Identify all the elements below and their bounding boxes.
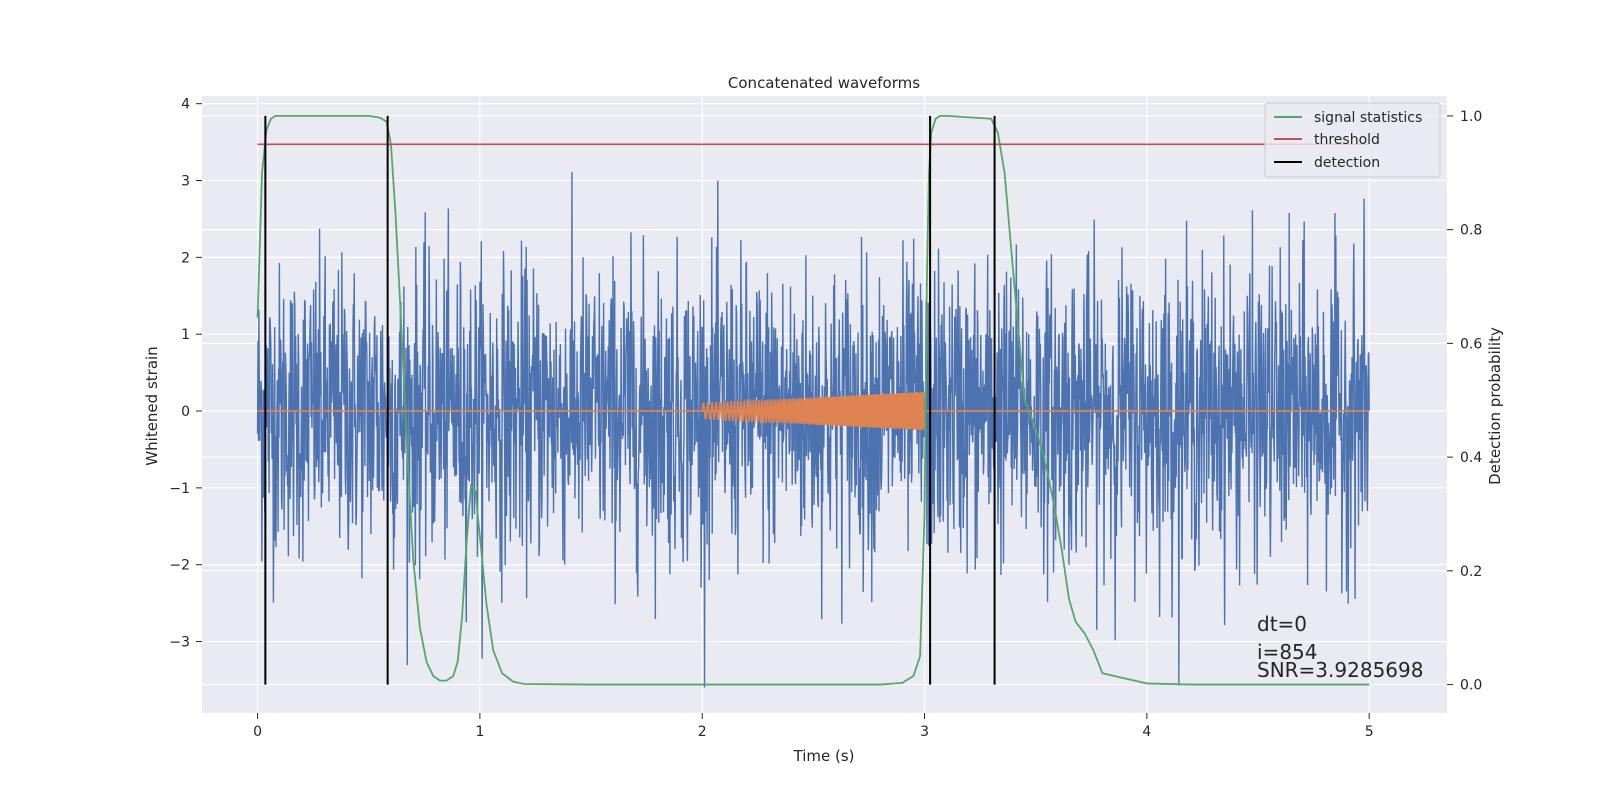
x-tick-label-4: 4 xyxy=(1142,724,1151,740)
y-tick-label-3: 0 xyxy=(181,404,190,420)
x-tick-label-0: 0 xyxy=(253,724,262,740)
chart-title: Concatenated waveforms xyxy=(728,74,920,92)
y-tick-label-5: 2 xyxy=(181,250,190,266)
legend-label-threshold: threshold xyxy=(1314,132,1380,148)
legend: signal statistics threshold detection xyxy=(1264,102,1441,178)
annotations: dt=0 i=854 SNR=3.9285698 xyxy=(1257,612,1423,682)
x-axis-ticks: 0 1 2 3 4 5 xyxy=(253,713,1374,740)
y2-tick-label-5: 1.0 xyxy=(1460,109,1482,125)
y2-axis-ticks: 0.0 0.2 0.4 0.6 0.8 1.0 xyxy=(1447,109,1482,694)
annotation-index: i=854 xyxy=(1257,640,1318,664)
y-tick-label-1: −2 xyxy=(169,558,190,574)
annotation-dt: dt=0 xyxy=(1257,612,1307,636)
waveform-chirp-line xyxy=(701,391,926,431)
y2-tick-label-4: 0.8 xyxy=(1460,223,1482,239)
y2-tick-label-2: 0.4 xyxy=(1460,450,1482,466)
annotation-snr: SNR=3.9285698 xyxy=(1257,658,1423,682)
detection-series xyxy=(264,115,996,685)
x-tick-label-2: 2 xyxy=(698,724,707,740)
y-tick-label-6: 3 xyxy=(181,174,190,190)
y2-tick-label-0: 0.0 xyxy=(1460,678,1482,694)
y-tick-label-4: 1 xyxy=(181,327,190,343)
x-tick-label-3: 3 xyxy=(920,724,929,740)
y-tick-label-2: −1 xyxy=(169,481,190,497)
y-axis-label: Whitened strain xyxy=(143,346,161,465)
x-tick-label-5: 5 xyxy=(1365,724,1374,740)
y-tick-label-7: 4 xyxy=(181,97,190,113)
y-tick-label-0: −3 xyxy=(169,635,190,651)
y2-axis-label: Detection probability xyxy=(1486,327,1504,485)
waveform-series xyxy=(257,391,1370,431)
strain-line xyxy=(256,171,1370,688)
strain-series xyxy=(256,171,1370,688)
y2-tick-label-3: 0.6 xyxy=(1460,336,1482,352)
legend-label-detection: detection xyxy=(1314,155,1380,171)
legend-label-signal-statistics: signal statistics xyxy=(1314,110,1422,126)
legend-box xyxy=(1264,102,1441,178)
x-tick-label-1: 1 xyxy=(475,724,484,740)
y-axis-ticks: −3 −2 −1 0 1 2 3 4 xyxy=(169,97,202,651)
x-axis-label: Time (s) xyxy=(793,747,855,765)
y2-tick-label-1: 0.2 xyxy=(1460,564,1482,580)
